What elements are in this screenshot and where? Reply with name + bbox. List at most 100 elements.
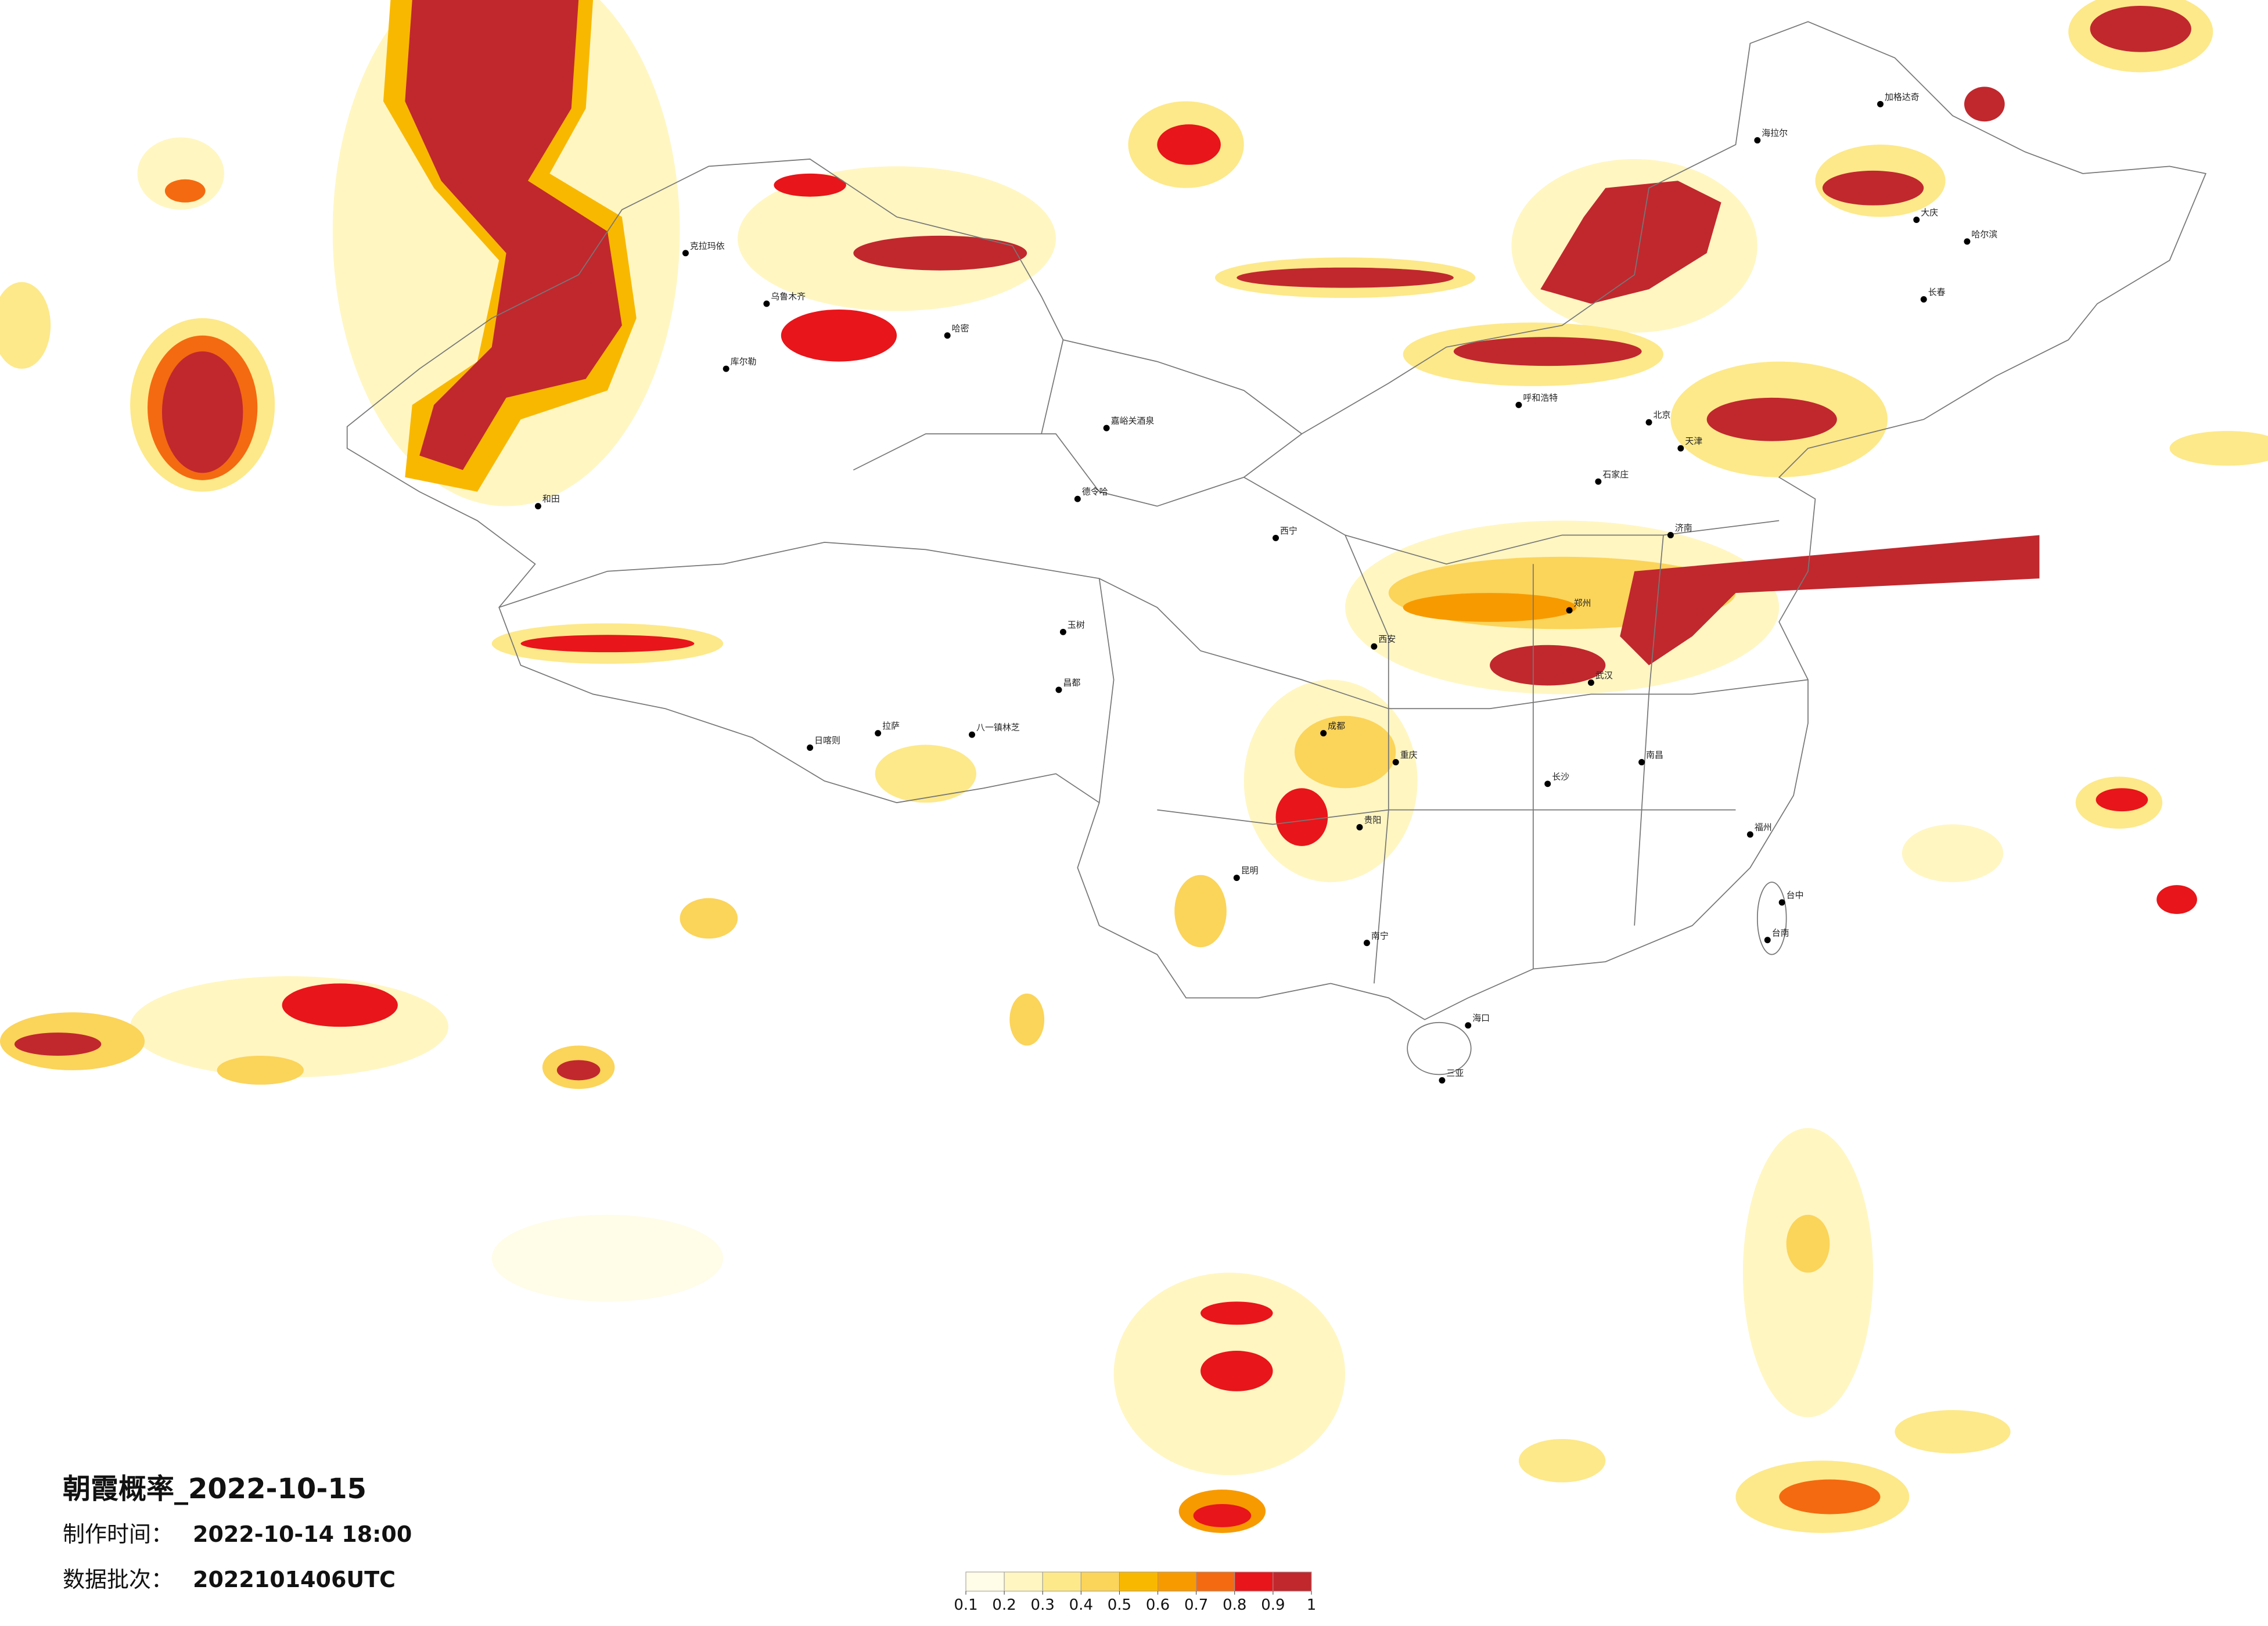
tick-label: 0.5 (1108, 1596, 1131, 1614)
city-dot (1754, 137, 1761, 144)
tick-label: 1 (1307, 1596, 1317, 1614)
city-label: 长沙 (1552, 771, 1569, 782)
colorbar-swatch (1004, 1571, 1043, 1592)
city-dot (1645, 419, 1652, 426)
city-dot (1055, 686, 1062, 693)
city-label: 成都 (1328, 721, 1345, 731)
city-label: 三亚 (1446, 1068, 1464, 1078)
city-label: 日喀则 (814, 735, 840, 746)
city-label: 拉萨 (882, 721, 900, 731)
colorbar-swatch (1042, 1571, 1081, 1592)
city-label: 海拉尔 (1762, 128, 1788, 138)
city-dot (1595, 478, 1602, 485)
city-label: 和田 (542, 494, 560, 504)
city-label: 嘉峪关酒泉 (1111, 416, 1155, 426)
city-dot (1964, 238, 1971, 245)
city-label: 八一镇林芝 (976, 722, 1020, 733)
colorbar-swatch (965, 1571, 1005, 1592)
city-label: 长春 (1928, 287, 1946, 297)
city-label: 福州 (1755, 822, 1772, 832)
tick-label: 0.9 (1261, 1596, 1285, 1614)
city-label: 德令哈 (1082, 487, 1108, 497)
city-dot (1439, 1077, 1446, 1084)
city-dot (1638, 758, 1645, 765)
city-label: 西安 (1378, 634, 1396, 645)
city-dot (1273, 534, 1279, 541)
city-dot (1778, 899, 1785, 906)
city-dot (1544, 780, 1551, 787)
city-label: 武汉 (1595, 670, 1613, 681)
city-label: 克拉玛依 (690, 240, 725, 251)
colorbar-swatch (1234, 1571, 1274, 1592)
tick-label: 0.3 (1031, 1596, 1055, 1614)
city-dot (1356, 824, 1363, 830)
city-label: 石家庄 (1602, 469, 1629, 480)
city-dot (1587, 679, 1594, 686)
city-dot (1059, 628, 1066, 635)
city-label: 哈密 (952, 323, 969, 333)
city-label: 南昌 (1646, 750, 1663, 760)
city-dot (875, 730, 882, 737)
city-dot (763, 300, 770, 307)
city-label: 大庆 (1921, 207, 1938, 218)
info-value: 2022-10-14 18:00 (193, 1521, 412, 1547)
colorbar-swatch (1119, 1571, 1159, 1592)
info-label: 制作时间： (63, 1521, 173, 1547)
city-label: 天津 (1685, 436, 1702, 447)
city-label: 哈尔滨 (1971, 229, 1997, 239)
tick-label: 0.7 (1184, 1596, 1208, 1614)
city-dot (1103, 425, 1110, 431)
tick-label: 0.6 (1146, 1596, 1170, 1614)
city-label: 昆明 (1241, 865, 1259, 876)
borders (346, 21, 2207, 1075)
city-label: 台南 (1772, 927, 1789, 938)
city-dot (1764, 937, 1771, 944)
city-label: 乌鲁木齐 (771, 292, 806, 302)
city-label: 玉树 (1067, 620, 1085, 630)
city-label: 西宁 (1280, 526, 1297, 536)
city-dot (1233, 875, 1240, 882)
city-label: 加格达奇 (1885, 92, 1920, 102)
city-dot (1392, 758, 1399, 765)
city-label: 济南 (1675, 523, 1692, 533)
city-label: 昌都 (1063, 677, 1080, 688)
city-dot (1465, 1022, 1472, 1029)
heat-field (0, 0, 2268, 1533)
city-dot (1920, 296, 1927, 303)
tick-label: 0.1 (954, 1596, 977, 1614)
city-dot (1320, 730, 1327, 737)
colorbar: 0.1 0.2 0.3 0.4 0.5 0.6 0.7 0.8 0.9 1 (954, 1571, 1317, 1614)
city-dot (1515, 401, 1522, 408)
city-label: 郑州 (1574, 598, 1591, 608)
info-value: 2022101406UTC (193, 1567, 396, 1592)
colorbar-swatch (1273, 1571, 1312, 1592)
city-dot (1677, 445, 1684, 452)
city-dot (969, 731, 976, 738)
city-dot (723, 365, 729, 372)
city-dot (682, 250, 689, 257)
city-label: 海口 (1472, 1013, 1490, 1023)
city-dot (1566, 607, 1573, 614)
city-dot (944, 332, 951, 339)
map-title: 朝霞概率_2022-10-15 (63, 1473, 366, 1505)
tick-label: 0.2 (992, 1596, 1016, 1614)
city-dot (1877, 100, 1884, 107)
city-label: 北京 (1654, 410, 1671, 420)
city-dot (807, 744, 814, 751)
city-dot (1667, 531, 1674, 538)
city-dot (1363, 940, 1370, 947)
city-label: 台中 (1787, 890, 1804, 901)
city-label: 南宁 (1371, 930, 1389, 941)
colorbar-swatch (1080, 1571, 1120, 1592)
city-label: 贵阳 (1364, 815, 1381, 825)
city-dot (1074, 495, 1081, 502)
tick-label: 0.4 (1069, 1596, 1093, 1614)
tick-label: 0.8 (1223, 1596, 1246, 1614)
colorbar-swatch (1158, 1571, 1197, 1592)
city-label: 呼和浩特 (1523, 393, 1558, 403)
city-dot (1913, 217, 1920, 224)
